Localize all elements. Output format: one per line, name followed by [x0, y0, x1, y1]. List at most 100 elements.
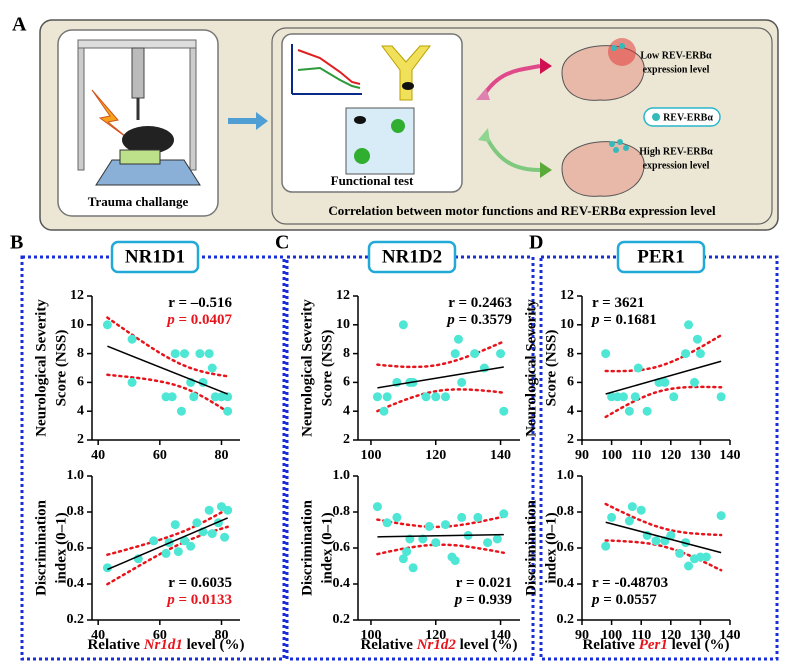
data-point: [633, 363, 643, 373]
confidence-band: [376, 388, 506, 413]
annotation: r = 0.021: [456, 575, 512, 591]
regression-line: [107, 345, 228, 395]
data-point: [204, 349, 214, 359]
confidence-band: [376, 340, 506, 369]
data-point: [379, 406, 389, 416]
annotation: r = 0.6035: [168, 575, 232, 591]
data-point: [180, 536, 189, 546]
x-tick-label: 140: [490, 448, 511, 463]
y-tick-label: 10: [560, 317, 574, 332]
y-axis-label: Score (NSS): [53, 330, 69, 407]
y-tick-label: 2: [343, 432, 350, 447]
x-label-part: Relative: [582, 637, 635, 653]
data-point: [440, 392, 450, 402]
y-tick-label: 1.0: [333, 468, 351, 483]
data-point: [431, 538, 441, 548]
data-point: [186, 541, 196, 551]
x-tick-label: 120: [425, 628, 446, 643]
data-point: [499, 406, 509, 416]
x-tick-label: 110: [631, 448, 651, 463]
y-tick-label: 0.4: [67, 576, 85, 591]
data-point: [223, 406, 233, 416]
y-tick-label: 0.8: [557, 504, 575, 519]
regression-line: [605, 521, 722, 554]
regression-line: [107, 517, 228, 571]
data-point: [716, 511, 726, 521]
y-axis-label: Score (NSS): [543, 330, 559, 407]
x-tick-label: 100: [360, 628, 381, 643]
y-axis-label: index (0–1): [53, 512, 69, 583]
x-label-part: Relative: [360, 637, 413, 653]
data-point: [689, 377, 699, 387]
annotation-symbol: r: [592, 295, 599, 311]
confidence-band: [106, 507, 229, 556]
data-point: [392, 512, 402, 522]
data-point: [127, 377, 137, 387]
data-point: [470, 349, 480, 359]
data-point: [192, 518, 202, 528]
x-label-part: level (%): [187, 637, 245, 653]
data-point: [695, 349, 705, 359]
y-tick-label: 4: [567, 403, 574, 418]
y-tick-label: 0.4: [333, 576, 351, 591]
annotation-symbol: p: [590, 312, 600, 328]
arrow-head: [478, 128, 490, 142]
functional-caption: Functional test: [331, 173, 414, 188]
annotation-text: = 0.939: [466, 592, 512, 608]
data-point: [421, 392, 431, 402]
x-tick-label: 60: [153, 448, 167, 463]
data-point: [161, 548, 171, 558]
data-point: [457, 512, 467, 522]
annotation-symbol: r: [168, 575, 175, 591]
annotation-symbol: p: [445, 312, 455, 328]
data-point: [630, 392, 640, 402]
arrow-head: [476, 88, 490, 100]
data-point: [457, 377, 467, 387]
data-point: [402, 547, 412, 557]
confidence-band: [604, 539, 723, 572]
annotation-symbol: r: [448, 295, 455, 311]
x-tick-label: 80: [215, 448, 229, 463]
data-point: [716, 392, 726, 402]
panel-title: NR1D2: [382, 246, 442, 267]
high-label: expression level: [643, 160, 710, 171]
y-axis-label: index (0–1): [543, 512, 559, 583]
data-point: [210, 392, 220, 402]
data-point: [372, 392, 382, 402]
annotation-symbol: r: [592, 575, 599, 591]
data-point: [204, 505, 214, 515]
correlation-box: [271, 27, 773, 225]
title-box: [616, 240, 706, 274]
x-tick-label: 40: [91, 628, 105, 643]
annotation: p = 0.939: [453, 592, 512, 608]
panel-label: A: [12, 14, 27, 36]
x-tick-label: 110: [631, 628, 651, 643]
x-tick-label: 120: [425, 448, 446, 463]
annotation: p = 0.0133: [165, 592, 232, 608]
annotation-text: = –0.516: [178, 295, 232, 311]
x-tick-label: 140: [720, 628, 741, 643]
data-point: [424, 521, 434, 531]
data-point: [681, 349, 691, 359]
y-tick-label: 1.0: [557, 468, 575, 483]
annotation-text: = 0.6035: [178, 575, 232, 591]
y-tick-label: 0.8: [67, 504, 85, 519]
confidence-band: [106, 316, 229, 378]
data-point: [180, 349, 189, 359]
arrow: [228, 112, 268, 130]
y-axis-label: Discrimination: [523, 499, 539, 595]
arrow: [482, 64, 541, 97]
x-label-gene: Per1: [639, 637, 668, 653]
x-tick-label: 90: [575, 628, 589, 643]
y-tick-label: 0.6: [333, 540, 351, 555]
annotation: p = 0.3579: [445, 312, 512, 328]
data-point: [102, 320, 112, 330]
annotation-text: = 3621: [602, 295, 644, 311]
y-tick-label: 8: [77, 346, 84, 361]
annotation-symbol: r: [456, 575, 463, 591]
annotation-text: = -0.48703: [602, 575, 668, 591]
panel-frame: [20, 255, 286, 661]
data-point: [601, 349, 611, 359]
y-axis-label: Neurological Severity: [33, 299, 49, 437]
panel-title: NR1D1: [125, 246, 185, 267]
